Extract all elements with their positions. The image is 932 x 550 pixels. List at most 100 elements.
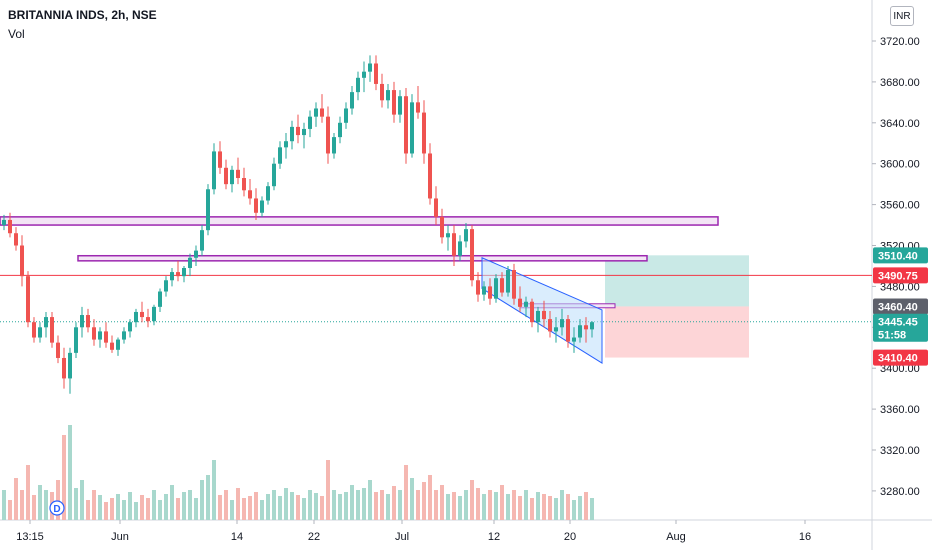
volume-bars — [2, 425, 594, 520]
candle-body — [230, 169, 234, 185]
candle-body — [236, 169, 240, 179]
candle-body — [68, 352, 72, 379]
volume-bar — [32, 495, 36, 520]
candle-body — [50, 317, 54, 343]
candle-body — [296, 126, 300, 136]
volume-bar — [428, 475, 432, 520]
volume-bar — [356, 490, 360, 520]
support-zone[interactable] — [0, 216, 719, 226]
volume-bar — [332, 490, 336, 520]
time-axis[interactable]: 13:15 Jun 14 22 Jul 12 20 Aug 16 D — [16, 500, 811, 543]
price-tag — [873, 298, 928, 315]
volume-bar — [200, 480, 204, 520]
volume-bar — [530, 498, 534, 520]
candle-body — [26, 276, 30, 323]
volume-bar — [386, 494, 390, 520]
volume-bar — [44, 490, 48, 520]
dividend-marker[interactable] — [49, 500, 65, 516]
volume-label[interactable]: Vol — [8, 27, 25, 41]
candle-body — [410, 102, 414, 154]
candle-body — [488, 286, 492, 299]
candle-body — [80, 315, 84, 328]
candle-body — [548, 319, 552, 332]
candle-body — [518, 298, 522, 307]
candle-body — [164, 280, 168, 292]
candle-body — [248, 190, 252, 199]
volume-bar — [104, 502, 108, 520]
price-tag — [873, 313, 928, 342]
candle-body — [392, 90, 396, 115]
volume-bar — [140, 495, 144, 520]
volume-bar — [380, 490, 384, 520]
drawings[interactable] — [0, 216, 872, 364]
volume-bar — [98, 495, 102, 520]
candle-body — [572, 337, 576, 342]
volume-bar — [248, 496, 252, 520]
volume-bar — [254, 492, 258, 520]
price-tag-countdown: 51:58 — [878, 330, 906, 342]
symbol-title[interactable]: BRITANNIA INDS, 2h, NSE — [8, 8, 157, 22]
candle-body — [374, 63, 378, 84]
volume-bar — [320, 496, 324, 520]
volume-bar — [38, 485, 42, 520]
volume-bar — [494, 492, 498, 520]
volume-bar — [284, 488, 288, 520]
candle-body — [272, 163, 276, 187]
volume-bar — [512, 490, 516, 520]
volume-bar — [272, 490, 276, 520]
candle-body — [434, 198, 438, 217]
candle-body — [314, 108, 318, 117]
time-tick-label: 12 — [488, 531, 500, 543]
descending-channel[interactable] — [481, 257, 603, 364]
volume-bar — [14, 478, 18, 520]
time-tick-label: Jul — [395, 531, 409, 543]
time-tick-label: Aug — [666, 531, 686, 543]
price-axis[interactable]: 3720.003680.003640.003600.003560.003520.… — [872, 36, 920, 498]
volume-bar — [368, 480, 372, 520]
candle-body — [524, 301, 528, 307]
volume-bar — [230, 500, 234, 520]
volume-bar — [176, 498, 180, 520]
candle-body — [332, 137, 336, 154]
volume-bar — [206, 475, 210, 520]
candle-body — [116, 339, 120, 350]
volume-bar — [308, 490, 312, 520]
support-zone[interactable] — [77, 254, 648, 262]
candle-body — [74, 327, 78, 353]
volume-bar — [482, 494, 486, 520]
target-zone[interactable] — [605, 255, 749, 307]
candle-body — [170, 272, 174, 281]
volume-bar — [164, 494, 168, 520]
price-tick-label: 3680.00 — [880, 77, 920, 89]
volume-bar — [260, 500, 264, 520]
volume-bar — [410, 478, 414, 520]
volume-bar — [362, 488, 366, 520]
candle-body — [110, 342, 114, 350]
candle-body — [302, 128, 306, 136]
price-tick-label: 3560.00 — [880, 200, 920, 212]
candle-body — [416, 102, 420, 113]
candle-body — [20, 245, 24, 277]
volume-bar — [398, 490, 402, 520]
price-tag-label: 3445.45 — [878, 317, 918, 329]
currency-button[interactable]: INR — [890, 6, 914, 26]
price-tick-label: 3400.00 — [880, 363, 920, 375]
candle-body — [368, 63, 372, 72]
stop-zone[interactable] — [605, 306, 749, 358]
candle-body — [464, 229, 468, 242]
candle-body — [206, 189, 210, 231]
volume-bar — [182, 492, 186, 520]
volume-bar — [128, 492, 132, 520]
candle-body — [554, 327, 558, 332]
price-tick-label: 3320.00 — [880, 445, 920, 457]
volume-bar — [62, 435, 66, 520]
candle-body — [362, 71, 366, 78]
candle-body — [44, 317, 48, 328]
price-tick-label: 3280.00 — [880, 486, 920, 498]
candle-body — [14, 233, 18, 246]
candlesticks — [2, 55, 594, 394]
candle-body — [134, 311, 138, 323]
candle-body — [122, 331, 126, 340]
candle-body — [350, 92, 354, 109]
